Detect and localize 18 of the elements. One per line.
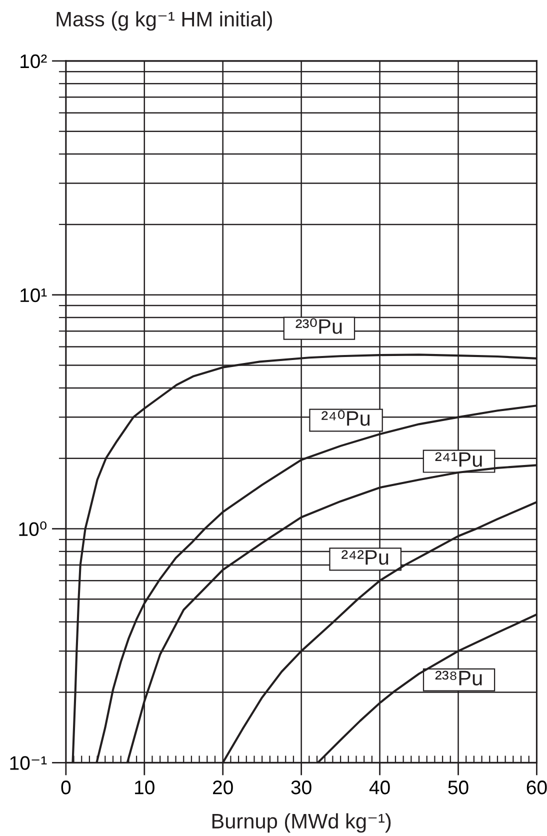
series-label: ²⁴⁰Pu	[322, 410, 370, 426]
x-axis-title: Burnup (MWd kg⁻¹)	[212, 813, 391, 833]
y-tick-label: 10²	[20, 54, 47, 68]
series-label: ²³⁰Pu	[296, 318, 342, 334]
y-axis-title: Mass (g kg⁻¹ HM initial)	[56, 11, 272, 31]
x-tick-label: 60	[526, 780, 547, 794]
y-tick-label: 10¹	[20, 288, 47, 302]
series-label: ²³⁸Pu	[435, 670, 482, 686]
x-tick-label: 50	[448, 780, 468, 794]
x-tick-label: 20	[213, 780, 233, 794]
series-label: ²⁴²Pu	[342, 550, 388, 565]
y-tick-label: 10⁻¹	[10, 756, 47, 770]
x-tick-label: 10	[135, 780, 154, 794]
x-tick-label: 30	[291, 780, 312, 794]
x-tick-label: 0	[61, 780, 71, 794]
series-label: ²⁴¹Pu	[435, 452, 482, 467]
x-tick-label: 40	[369, 780, 390, 794]
y-tick-label: 10⁰	[19, 521, 46, 536]
